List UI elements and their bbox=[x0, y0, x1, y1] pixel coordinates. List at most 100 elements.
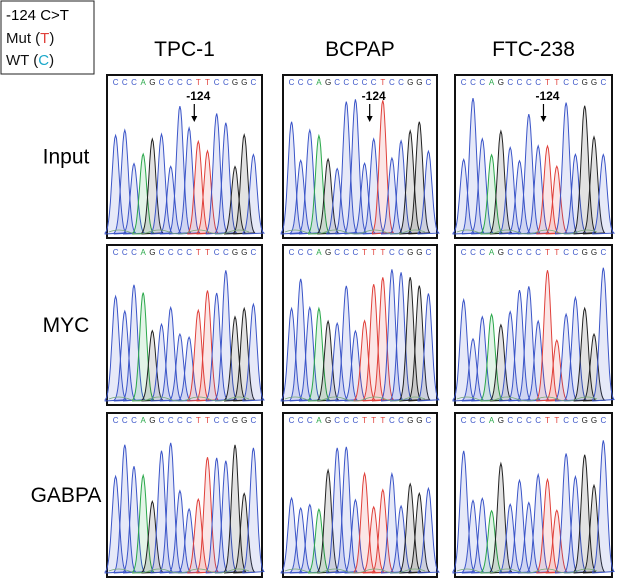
base-call: G bbox=[149, 416, 155, 425]
legend-line: Mut (T) bbox=[6, 30, 54, 47]
base-call: C bbox=[600, 248, 606, 257]
base-call: C bbox=[353, 78, 359, 87]
base-call: C bbox=[223, 416, 229, 425]
peak bbox=[307, 306, 331, 402]
row-label: Input bbox=[43, 146, 90, 169]
base-call: C bbox=[177, 248, 183, 257]
peak bbox=[335, 285, 358, 402]
peak bbox=[471, 497, 495, 574]
base-call: C bbox=[298, 78, 304, 87]
base-call: C bbox=[334, 78, 340, 87]
peak bbox=[399, 129, 422, 235]
base-call: T bbox=[545, 78, 550, 87]
baseline-noise bbox=[108, 229, 250, 235]
peak bbox=[178, 125, 201, 235]
base-call: G bbox=[149, 78, 155, 87]
base-call: T bbox=[205, 78, 210, 87]
peak bbox=[280, 121, 303, 235]
peak bbox=[196, 457, 219, 574]
peak bbox=[408, 491, 431, 574]
base-call: C bbox=[168, 416, 174, 425]
baseline-noise bbox=[456, 568, 598, 574]
base-call: C bbox=[389, 78, 395, 87]
peak bbox=[471, 315, 494, 402]
position-marker: -124 bbox=[186, 89, 210, 103]
base-call: C bbox=[389, 416, 395, 425]
base-call: C bbox=[362, 78, 368, 87]
peak bbox=[564, 474, 588, 574]
peak bbox=[362, 505, 386, 574]
base-call: C bbox=[159, 248, 165, 257]
peak bbox=[554, 312, 578, 402]
base-call: C bbox=[535, 416, 541, 425]
peak bbox=[224, 315, 247, 402]
panel-frame bbox=[282, 412, 438, 578]
base-call: G bbox=[582, 416, 588, 425]
base-call: A bbox=[316, 78, 322, 87]
peak bbox=[517, 501, 541, 574]
peak bbox=[168, 332, 192, 402]
peak bbox=[408, 285, 431, 402]
peak bbox=[344, 498, 367, 574]
panel-frame bbox=[106, 74, 263, 239]
base-call: C bbox=[186, 248, 192, 257]
row-label: GABPA bbox=[31, 484, 102, 507]
peak bbox=[592, 267, 615, 402]
baseline-noise bbox=[108, 396, 250, 402]
base-call: C bbox=[186, 78, 192, 87]
peak bbox=[242, 153, 266, 235]
legend-title: -124 C>T bbox=[6, 7, 69, 24]
peak bbox=[150, 450, 173, 574]
peak bbox=[326, 167, 349, 235]
base-call: T bbox=[380, 416, 385, 425]
baseline-noise bbox=[284, 396, 426, 402]
peak bbox=[362, 284, 385, 402]
base-call: C bbox=[186, 416, 192, 425]
chromatogram-panel: C C C A G C C C C C T C C G G C-124 bbox=[280, 74, 440, 239]
peak bbox=[517, 113, 541, 235]
base-call: C bbox=[177, 416, 183, 425]
base-call: C bbox=[517, 248, 523, 257]
baseline-noise bbox=[456, 229, 598, 235]
peak bbox=[545, 339, 569, 402]
peak bbox=[517, 286, 541, 402]
base-call: C bbox=[168, 248, 174, 257]
peak bbox=[480, 312, 504, 402]
peak bbox=[326, 321, 349, 402]
base-call: C bbox=[470, 416, 476, 425]
legend-label: WT ( bbox=[6, 52, 38, 69]
peak bbox=[196, 149, 219, 235]
base-call: C bbox=[113, 78, 119, 87]
base-call: T bbox=[554, 78, 559, 87]
base-call: C bbox=[517, 78, 523, 87]
base-call: T bbox=[196, 78, 201, 87]
peak bbox=[399, 482, 422, 574]
base-call: G bbox=[241, 416, 247, 425]
peak bbox=[178, 335, 201, 402]
base-call: C bbox=[168, 78, 174, 87]
peak bbox=[390, 504, 413, 574]
base-call: G bbox=[582, 78, 588, 87]
base-call: G bbox=[498, 248, 504, 257]
peak bbox=[289, 159, 313, 235]
base-call: T bbox=[205, 416, 210, 425]
baseline-noise bbox=[284, 229, 426, 235]
peak bbox=[371, 100, 395, 235]
base-call: T bbox=[545, 416, 550, 425]
peak bbox=[187, 497, 210, 574]
base-call: C bbox=[298, 248, 304, 257]
column-header: FTC-238 bbox=[492, 38, 575, 61]
peak bbox=[159, 442, 183, 574]
legend-close: ) bbox=[49, 52, 54, 69]
base-call: C bbox=[131, 78, 137, 87]
base-call: C bbox=[251, 78, 257, 87]
peak bbox=[132, 292, 155, 402]
marker-arrowhead bbox=[191, 116, 198, 122]
base-call: C bbox=[122, 416, 128, 425]
peak bbox=[214, 122, 238, 235]
base-call: G bbox=[591, 248, 597, 257]
peak bbox=[122, 162, 146, 235]
